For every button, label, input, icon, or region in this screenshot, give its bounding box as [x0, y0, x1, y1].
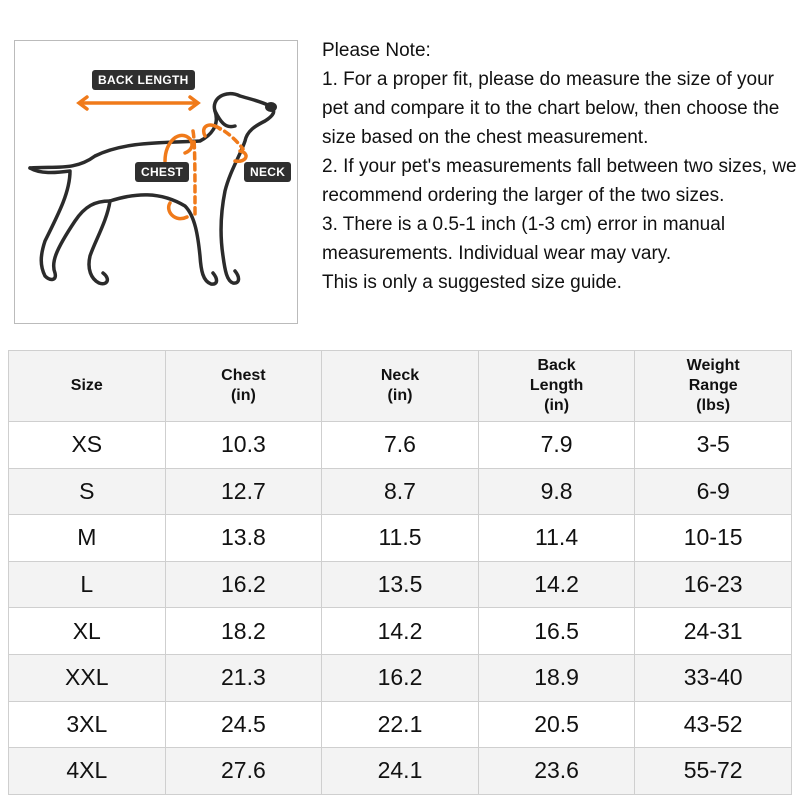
cell-chest: 21.3	[164, 653, 323, 702]
notes-title: Please Note:	[322, 40, 431, 61]
header-line: Back	[537, 357, 576, 374]
table-row: XL 18.2 14.2 16.5 24-31	[8, 607, 792, 655]
cell-size: XL	[8, 607, 166, 655]
cell-neck: 8.7	[321, 467, 479, 516]
cell-back-length: 18.9	[477, 653, 636, 702]
chest-label: CHEST	[135, 162, 190, 182]
table-row: S 12.7 8.7 9.8 6-9	[8, 467, 792, 516]
cell-chest: 27.6	[164, 747, 323, 795]
cell-neck: 16.2	[321, 653, 479, 702]
header-line: (in)	[387, 387, 413, 404]
note-item: This is only a suggested size guide.	[322, 272, 622, 293]
cell-size: M	[8, 514, 166, 562]
table-header-row: Size Chest (in) Neck (in) Back Length (in) Weigh…	[8, 350, 792, 422]
header-size: Size	[8, 350, 166, 422]
cell-weight-range: 3-5	[634, 421, 792, 469]
cell-neck: 22.1	[321, 700, 479, 749]
cell-weight-range: 33-40	[634, 653, 792, 702]
cell-size: 4XL	[8, 747, 166, 795]
size-chart-table: Size Chest (in) Neck (in) Back Length (in) Weigh…	[8, 350, 792, 795]
back-length-label: BACK LENGTH	[92, 70, 195, 90]
cell-weight-range: 6-9	[634, 467, 792, 516]
cell-neck: 24.1	[321, 747, 479, 795]
note-item: 1. For a proper fit, please do measure t…	[322, 69, 780, 148]
header-weight-range: Weight Range (lbs)	[634, 350, 792, 422]
cell-back-length: 7.9	[477, 421, 636, 469]
cell-weight-range: 43-52	[634, 700, 792, 749]
cell-chest: 13.8	[164, 514, 323, 562]
header-line: (in)	[230, 387, 256, 404]
header-chest: Chest (in)	[164, 350, 323, 422]
cell-weight-range: 10-15	[634, 514, 792, 562]
dog-measurement-diagram: BACK LENGTH CHEST NECK	[14, 40, 298, 324]
cell-size: XXL	[8, 653, 166, 702]
header-line: Size	[70, 377, 103, 394]
dog-outline-icon	[28, 91, 277, 286]
note-item: 2. If your pet's measurements fall betwe…	[322, 156, 797, 206]
header-back-length: Back Length (in)	[477, 350, 636, 422]
cell-chest: 18.2	[164, 607, 323, 655]
cell-size: S	[8, 467, 166, 516]
cell-size: L	[8, 560, 166, 609]
cell-chest: 16.2	[164, 560, 323, 609]
table-row: XXL 21.3 16.2 18.9 33-40	[8, 653, 792, 702]
header-line: (in)	[544, 397, 570, 414]
header-line: Weight	[686, 357, 740, 374]
header-neck: Neck (in)	[321, 350, 479, 422]
table-row: 3XL 24.5 22.1 20.5 43-52	[8, 700, 792, 749]
fit-notes: Please Note: 1. For a proper fit, please…	[322, 36, 797, 297]
cell-back-length: 14.2	[477, 560, 636, 609]
cell-back-length: 11.4	[477, 514, 636, 562]
cell-back-length: 16.5	[477, 607, 636, 655]
header-line: Chest	[221, 367, 266, 384]
header-line: Length	[529, 377, 584, 394]
note-item: 3. There is a 0.5-1 inch (1-3 cm) error …	[322, 214, 726, 264]
header-line: Neck	[380, 367, 420, 384]
cell-size: XS	[8, 421, 166, 469]
neck-label: NECK	[244, 162, 292, 182]
cell-chest: 10.3	[164, 421, 323, 469]
header-line: Range	[688, 377, 738, 394]
cell-chest: 24.5	[164, 700, 323, 749]
cell-neck: 14.2	[321, 607, 479, 655]
cell-neck: 11.5	[321, 514, 479, 562]
cell-back-length: 9.8	[477, 467, 636, 516]
cell-neck: 7.6	[321, 421, 479, 469]
cell-weight-range: 16-23	[634, 560, 792, 609]
table-row: L 16.2 13.5 14.2 16-23	[8, 560, 792, 609]
cell-neck: 13.5	[321, 560, 479, 609]
cell-weight-range: 24-31	[634, 607, 792, 655]
cell-chest: 12.7	[164, 467, 323, 516]
table-row: M 13.8 11.5 11.4 10-15	[8, 514, 792, 562]
header-line: (lbs)	[696, 397, 731, 414]
table-row: 4XL 27.6 24.1 23.6 55-72	[8, 747, 792, 795]
cell-size: 3XL	[8, 700, 166, 749]
cell-back-length: 20.5	[477, 700, 636, 749]
cell-weight-range: 55-72	[634, 747, 792, 795]
table-row: XS 10.3 7.6 7.9 3-5	[8, 421, 792, 469]
cell-back-length: 23.6	[477, 747, 636, 795]
